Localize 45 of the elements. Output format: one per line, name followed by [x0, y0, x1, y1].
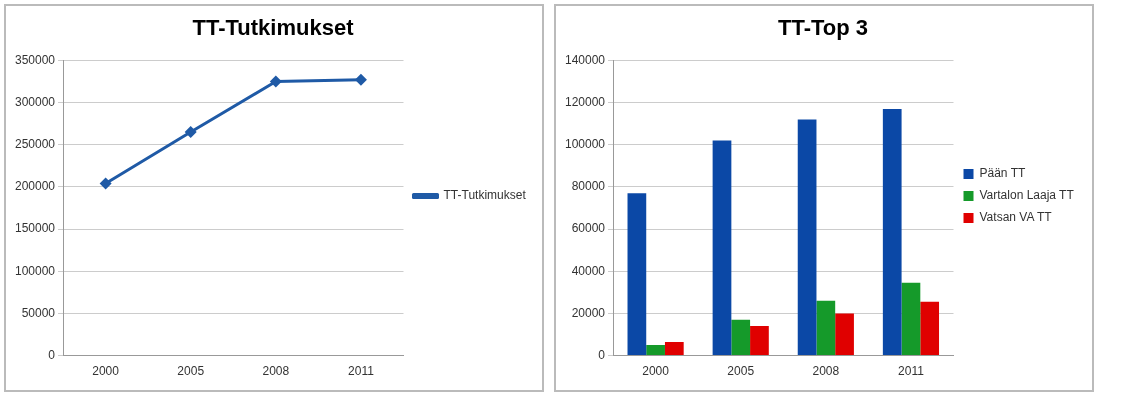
bar	[646, 345, 665, 356]
y-tick-label: 40000	[571, 263, 606, 278]
chart-title: TT-Tutkimukset	[192, 15, 355, 41]
x-tick-label: 2000	[642, 364, 670, 379]
bar	[816, 300, 836, 356]
point	[184, 126, 197, 139]
bar	[664, 341, 684, 356]
y-tick-label: 50000	[21, 305, 56, 320]
bar	[882, 108, 902, 356]
y-tick-label: 100000	[15, 263, 56, 278]
y-tick-label: 80000	[571, 179, 606, 194]
x-tick-label: 2011	[348, 364, 375, 379]
bar	[901, 282, 921, 356]
y-tick-label: 300000	[15, 94, 56, 109]
y-tick-label: 200000	[15, 179, 56, 194]
bar	[627, 193, 647, 356]
y-tick-label: 250000	[15, 137, 56, 152]
x-tick-label: 2011	[898, 364, 925, 379]
legend-label: Vatsan VA TT	[979, 210, 1053, 225]
x-tick-label: 2000	[92, 364, 120, 379]
bar	[731, 319, 751, 356]
y-tick-label: 20000	[571, 305, 606, 320]
bar	[920, 301, 940, 356]
y-tick-label: 150000	[15, 221, 56, 236]
y-tick-label: 100000	[565, 137, 606, 152]
bar	[797, 119, 817, 356]
legend-label: Pään TT	[979, 166, 1026, 181]
x-tick-label: 2005	[727, 364, 755, 379]
y-tick-label: 350000	[15, 52, 56, 67]
y-tick-label: 0	[48, 347, 56, 362]
bar	[712, 140, 732, 356]
y-tick-label: 140000	[565, 52, 606, 67]
chart-title: TT-Top 3	[777, 15, 869, 41]
y-tick-label: 0	[598, 347, 606, 362]
x-tick-label: 2008	[812, 364, 840, 379]
legend-label: Vartalon Laaja TT	[979, 188, 1075, 203]
legend-label: TT-Tutkimukset	[443, 188, 527, 203]
bar	[835, 313, 854, 356]
x-tick-label: 2008	[262, 364, 290, 379]
bar	[750, 326, 769, 356]
point	[99, 177, 112, 190]
point	[269, 75, 282, 88]
y-tick-label: 60000	[571, 221, 606, 236]
y-tick-label: 120000	[565, 94, 606, 109]
x-tick-label: 2005	[177, 364, 205, 379]
